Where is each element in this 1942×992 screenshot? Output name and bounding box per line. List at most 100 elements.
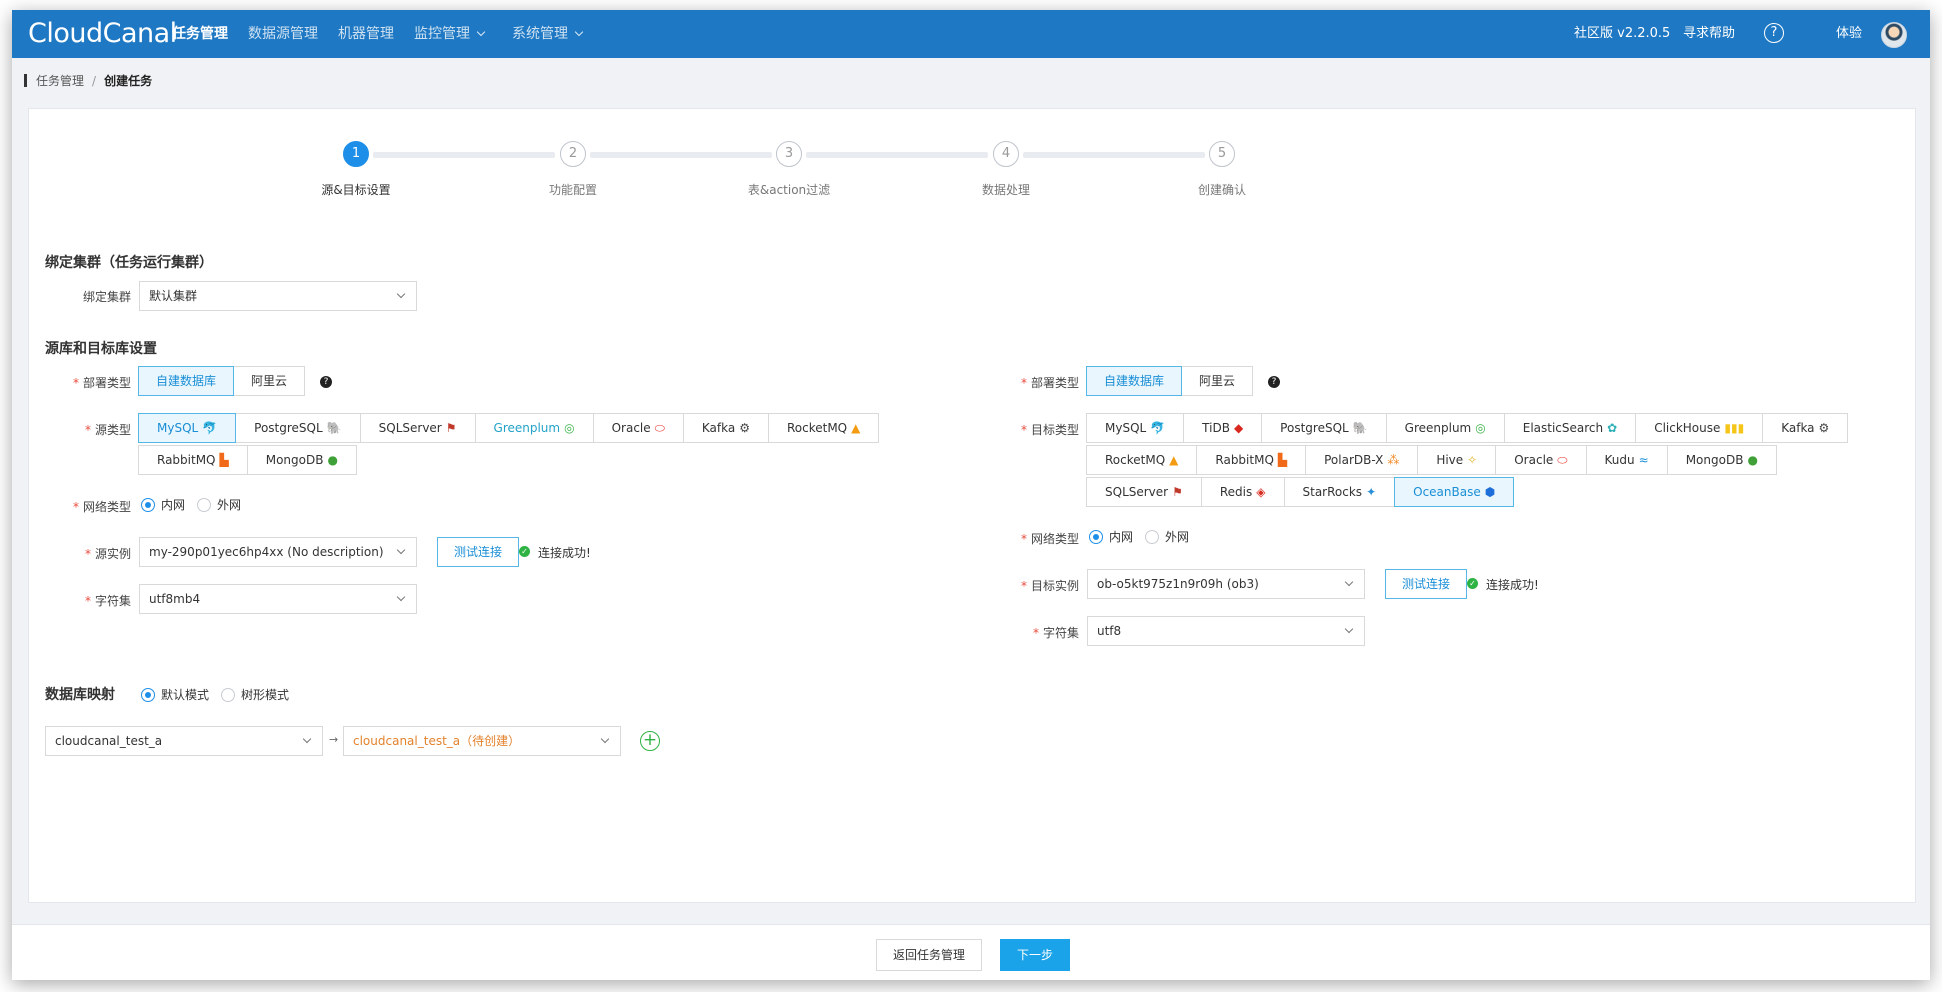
user-name[interactable]: 体验 — [1836, 26, 1863, 41]
target-type-clickhouse[interactable]: ClickHouse ▮▮▮ — [1635, 413, 1764, 443]
cloudcanal-logo[interactable]: CloudCanal — [28, 18, 177, 49]
target-network-public-radio[interactable] — [1145, 529, 1160, 544]
chevron-down-icon — [574, 27, 584, 37]
target-connect-status: 连接成功! — [1486, 578, 1539, 592]
target-type-kafka[interactable]: Kafka ⚙ — [1762, 413, 1849, 443]
cluster-section-title: 绑定集群（任务运行集群） — [45, 255, 213, 271]
target-type-kudu[interactable]: Kudu ≈ — [1585, 445, 1668, 475]
source-deploy-self-hosted[interactable]: 自建数据库 — [138, 366, 235, 396]
back-to-tasks-button[interactable]: 返回任务管理 — [876, 939, 983, 971]
kudu-icon: ≈ — [1638, 453, 1649, 467]
question-icon[interactable]: ? — [320, 376, 332, 388]
nav-system-management[interactable]: 系统管理 — [512, 10, 584, 58]
target-type-starrocks[interactable]: StarRocks ✦ — [1283, 477, 1396, 507]
target-type-rabbitmq[interactable]: RabbitMQ ▙ — [1196, 445, 1307, 475]
target-type-label: Redis — [1219, 485, 1253, 499]
target-type-redis[interactable]: Redis ◈ — [1200, 477, 1285, 507]
target-type-oceanbase[interactable]: OceanBase ⬢ — [1394, 477, 1515, 507]
source-network-intranet-radio[interactable] — [141, 497, 155, 512]
target-type-label: Kudu — [1604, 453, 1635, 467]
target-type-mongodb[interactable]: MongoDB ● — [1666, 445, 1777, 475]
target-type-tidb[interactable]: TiDB ◆ — [1183, 413, 1263, 443]
target-type-label: Hive — [1436, 453, 1464, 467]
mapping-source-db-select[interactable]: cloudcanal_test_a — [45, 726, 323, 756]
nav-machine-management[interactable]: 机器管理 — [338, 26, 394, 42]
source-type-sqlserver[interactable]: SQLServer ⚑ — [359, 413, 476, 443]
breadcrumb: 任务管理 / 创建任务 — [12, 58, 1930, 102]
add-mapping-icon[interactable]: + — [640, 731, 660, 751]
target-deploy-aliyun[interactable]: 阿里云 — [1181, 366, 1254, 396]
source-type-rabbitmq[interactable]: RabbitMQ ▙ — [138, 445, 248, 475]
check-circle-icon: ✓ — [1467, 578, 1478, 589]
source-network-public-radio[interactable] — [197, 497, 212, 512]
source-type-label: PostgreSQL — [254, 421, 323, 435]
nav-monitor-management[interactable]: 监控管理 — [414, 10, 486, 58]
source-type-greenplum[interactable]: Greenplum ◎ — [474, 413, 594, 443]
target-type-postgresql[interactable]: PostgreSQL 🐘 — [1261, 413, 1387, 443]
target-type-label: MySQL — [1105, 421, 1147, 435]
step-connector — [373, 152, 555, 158]
step-connector — [1023, 152, 1205, 158]
source-type-grid: MySQL 🐬 PostgreSQL 🐘 SQLServer ⚑ Greenplum ◎ Ora… — [138, 413, 880, 477]
chevron-down-icon — [396, 592, 406, 602]
source-type-mysql[interactable]: MySQL 🐬 — [138, 413, 237, 443]
help-icon[interactable]: ? — [1764, 23, 1784, 43]
target-deploy-label: * 部署类型 — [1020, 376, 1079, 390]
breadcrumb-parent[interactable]: 任务管理 — [36, 74, 85, 88]
target-type-label: * 目标类型 — [1020, 423, 1079, 437]
mapping-target-db-select[interactable]: cloudcanal_test_a（待创建） — [343, 726, 621, 756]
source-test-connection-button[interactable]: 测试连接 — [437, 537, 520, 567]
target-type-elasticsearch[interactable]: ElasticSearch ✿ — [1503, 413, 1637, 443]
target-instance-select[interactable]: ob-o5kt975z1n9r09h (ob3) — [1087, 569, 1365, 599]
next-step-button[interactable]: 下一步 — [1000, 939, 1071, 971]
target-type-label: StarRocks — [1302, 485, 1363, 499]
step-1-label: 源&目标设置 — [321, 183, 391, 197]
step-4-label: 数据处理 — [981, 183, 1031, 197]
target-type-label: ClickHouse — [1654, 421, 1721, 435]
source-type-oracle[interactable]: Oracle ⬭ — [592, 413, 684, 443]
mysql-icon: 🐬 — [202, 421, 218, 435]
mysql-icon: 🐬 — [1150, 421, 1166, 435]
elasticsearch-icon: ✿ — [1607, 421, 1618, 435]
source-type-postgresql[interactable]: PostgreSQL 🐘 — [235, 413, 361, 443]
source-deploy-aliyun[interactable]: 阿里云 — [233, 366, 306, 396]
source-type-rocketmq[interactable]: RocketMQ ▲ — [767, 413, 880, 443]
hive-icon: ✧ — [1467, 453, 1478, 467]
target-deploy-self-hosted[interactable]: 自建数据库 — [1086, 366, 1183, 396]
target-charset-select[interactable]: utf8 — [1087, 616, 1365, 646]
target-type-polardb-x[interactable]: PolarDB-X ⁂ — [1305, 445, 1419, 475]
task-form: 绑定集群（任务运行集群） 绑定集群 默认集群 源库和目标库设置 * 部署类型 自建… — [28, 226, 1916, 903]
postgresql-icon: 🐘 — [1352, 421, 1368, 435]
source-network-radio-group: 内网 外网 — [141, 496, 253, 513]
target-network-intranet-radio[interactable] — [1089, 529, 1103, 544]
nav-task-management[interactable]: 任务管理 — [172, 26, 228, 42]
target-type-greenplum[interactable]: Greenplum ◎ — [1385, 413, 1505, 443]
target-type-hive[interactable]: Hive ✧ — [1417, 445, 1497, 475]
app-window: CloudCanal 任务管理 数据源管理 机器管理 监控管理 系统管理 社区版… — [12, 10, 1930, 980]
source-instance-select[interactable]: my-290p01yec6hp4xx (No description) — [139, 537, 417, 567]
step-3-label: 表&action过滤 — [747, 183, 831, 197]
target-type-rocketmq[interactable]: RocketMQ ▲ — [1086, 445, 1198, 475]
question-icon[interactable]: ? — [1268, 376, 1280, 388]
mapping-default-mode-radio[interactable] — [141, 687, 155, 702]
oracle-icon: ⬭ — [1557, 453, 1568, 467]
target-type-grid: MySQL 🐬 TiDB ◆ PostgreSQL 🐘 Greenplum ◎ ElasticS… — [1086, 413, 1849, 509]
source-network-label: * 网络类型 — [72, 500, 131, 514]
source-type-mongodb[interactable]: MongoDB ● — [246, 445, 357, 475]
chevron-down-icon — [396, 545, 406, 555]
target-test-connection-button[interactable]: 测试连接 — [1385, 569, 1468, 599]
step-2-label: 功能配置 — [548, 183, 598, 197]
cluster-select[interactable]: 默认集群 — [139, 281, 417, 311]
source-type-kafka[interactable]: Kafka ⚙ — [682, 413, 769, 443]
nav-datasource-management[interactable]: 数据源管理 — [248, 26, 318, 42]
source-charset-select[interactable]: utf8mb4 — [139, 584, 417, 614]
step-connector — [806, 152, 988, 158]
mapping-tree-mode-radio[interactable] — [221, 687, 236, 702]
target-type-sqlserver[interactable]: SQLServer ⚑ — [1086, 477, 1202, 507]
target-type-oracle[interactable]: Oracle ⬭ — [1495, 445, 1587, 475]
user-avatar[interactable] — [1881, 22, 1907, 48]
target-type-mysql[interactable]: MySQL 🐬 — [1086, 413, 1185, 443]
source-type-label: Oracle — [611, 421, 651, 435]
help-link[interactable]: 寻求帮助 — [1683, 26, 1736, 41]
mapping-title: 数据库映射 — [45, 687, 115, 703]
